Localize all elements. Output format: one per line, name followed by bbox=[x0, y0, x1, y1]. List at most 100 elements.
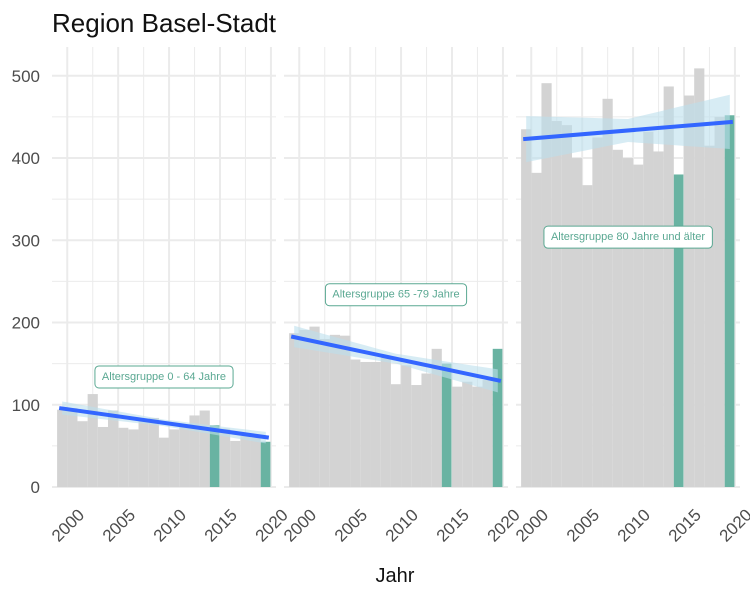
annotation-text: Altersgruppe 0 - 64 Jahre bbox=[102, 371, 226, 383]
bar bbox=[421, 373, 432, 487]
bar bbox=[199, 410, 210, 487]
bar bbox=[561, 125, 572, 487]
bar-highlight bbox=[673, 174, 684, 488]
bar bbox=[551, 121, 562, 488]
bar bbox=[340, 335, 351, 487]
annotation-text: Altersgruppe 65 -79 Jahre bbox=[332, 289, 459, 301]
annotation-box bbox=[94, 365, 234, 389]
y-tick-label: 100 bbox=[12, 396, 40, 415]
bar bbox=[289, 333, 300, 487]
bar bbox=[250, 437, 261, 487]
bar bbox=[138, 421, 149, 487]
x-tick-label: 2000 bbox=[48, 505, 88, 545]
bar bbox=[370, 361, 381, 487]
x-tick-label: 2015 bbox=[665, 505, 705, 545]
annotation-label: Altersgruppe 0 - 64 Jahre bbox=[94, 365, 234, 389]
bar bbox=[148, 417, 159, 487]
x-tick-label: 2020 bbox=[716, 505, 750, 545]
bar-highlight bbox=[441, 363, 452, 487]
annotation-label: Altersgruppe 65 -79 Jahre bbox=[324, 283, 468, 307]
x-tick-label: 2010 bbox=[150, 505, 190, 545]
bar bbox=[653, 151, 664, 487]
bar bbox=[299, 329, 310, 487]
bar bbox=[694, 68, 705, 487]
bar bbox=[462, 381, 473, 487]
bar bbox=[67, 408, 78, 487]
bar bbox=[220, 428, 231, 487]
bar bbox=[572, 158, 583, 488]
bar bbox=[240, 436, 251, 487]
y-tick-label: 0 bbox=[31, 478, 40, 497]
bar bbox=[128, 429, 139, 487]
bar bbox=[230, 440, 241, 487]
x-tick-label: 2005 bbox=[99, 505, 139, 545]
bar bbox=[714, 116, 725, 487]
x-tick-label: 2010 bbox=[614, 505, 654, 545]
x-tick-label: 2000 bbox=[512, 505, 552, 545]
y-axis: 0 100 200 300 400 500 bbox=[12, 67, 40, 497]
bar bbox=[612, 149, 623, 487]
bar bbox=[390, 384, 402, 487]
bar bbox=[319, 338, 330, 487]
bar bbox=[97, 426, 108, 487]
bar bbox=[592, 137, 603, 487]
annotation-box bbox=[324, 283, 468, 307]
annotation-label: Altersgruppe 80 Jahre und älter bbox=[543, 225, 713, 249]
facet-panels: Altersgruppe 0 - 64 Jahre 2000 2005 2010 201… bbox=[48, 47, 750, 546]
bar bbox=[582, 185, 593, 488]
bar bbox=[521, 129, 532, 488]
x-tick-label: 2000 bbox=[280, 505, 320, 545]
bar bbox=[158, 437, 170, 487]
bar bbox=[108, 410, 119, 487]
x-tick-label: 2010 bbox=[382, 505, 422, 545]
bar bbox=[472, 386, 483, 487]
bar bbox=[431, 348, 442, 487]
x-tick-label: 2005 bbox=[331, 505, 371, 545]
bar bbox=[602, 98, 613, 488]
trend-line bbox=[290, 334, 502, 383]
bar bbox=[643, 131, 654, 488]
bar bbox=[411, 385, 422, 487]
bar bbox=[452, 386, 463, 487]
panel-1: Altersgruppe 0 - 64 Jahre 2000 2005 2010 201… bbox=[48, 47, 292, 546]
bar-highlight bbox=[492, 348, 503, 487]
bar bbox=[541, 83, 552, 487]
y-tick-label: 500 bbox=[12, 67, 40, 86]
panel-2: Altersgruppe 65 -79 Jahre 2000 2005 2010 201… bbox=[280, 47, 524, 546]
bar bbox=[704, 145, 715, 487]
bar bbox=[309, 326, 320, 487]
bar-highlight bbox=[724, 115, 735, 487]
x-tick-label: 2005 bbox=[563, 505, 603, 545]
y-tick-label: 300 bbox=[12, 231, 40, 250]
bar bbox=[118, 427, 129, 487]
confidence-ribbon bbox=[526, 94, 730, 163]
bar bbox=[360, 361, 371, 487]
bar-highlight bbox=[260, 441, 271, 487]
bar bbox=[350, 359, 361, 487]
bar bbox=[87, 394, 98, 487]
bar bbox=[622, 158, 634, 488]
chart-title: Region Basel-Stadt bbox=[52, 8, 277, 38]
bar bbox=[684, 95, 695, 487]
bar bbox=[329, 334, 340, 487]
bar-highlight bbox=[209, 425, 220, 487]
bar bbox=[663, 86, 674, 488]
x-axis-label: Jahr bbox=[376, 565, 415, 587]
y-tick-label: 200 bbox=[12, 314, 40, 333]
annotation-text: Altersgruppe 80 Jahre und älter bbox=[551, 231, 705, 243]
bar bbox=[179, 426, 190, 487]
x-tick-label: 2015 bbox=[201, 505, 241, 545]
bar bbox=[57, 409, 68, 487]
panel-3: Altersgruppe 80 Jahre und älter 2000 2005 2… bbox=[512, 47, 750, 546]
bar bbox=[482, 380, 493, 487]
bar bbox=[380, 355, 391, 487]
trend-line bbox=[523, 119, 733, 142]
annotation-box bbox=[543, 225, 713, 249]
bar bbox=[633, 164, 644, 487]
y-tick-label: 400 bbox=[12, 149, 40, 168]
bar bbox=[169, 429, 180, 487]
x-tick-label: 2015 bbox=[433, 505, 473, 545]
bar bbox=[77, 421, 88, 487]
bar bbox=[531, 172, 542, 487]
